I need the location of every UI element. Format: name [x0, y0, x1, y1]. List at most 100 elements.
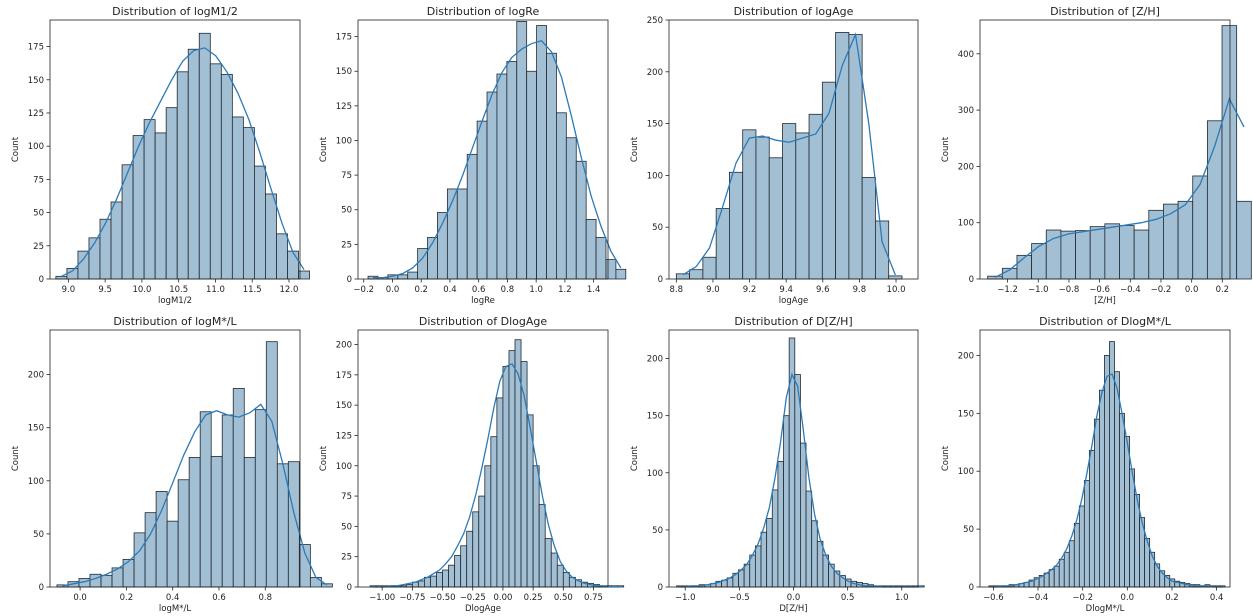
kde-curve	[994, 97, 1245, 278]
x-tick-label: 9.0	[706, 285, 720, 295]
histogram-bar	[1053, 565, 1060, 588]
histogram-bar	[766, 518, 773, 588]
x-axis-label: [Z/H]	[1094, 296, 1116, 306]
y-tick-label: 75	[33, 175, 44, 185]
histogram-bar	[502, 365, 510, 588]
histogram-bar	[811, 520, 818, 588]
histogram-bar	[783, 415, 790, 588]
x-tick-label: −0.2	[353, 285, 374, 295]
x-tick-label: 0.0	[1185, 285, 1199, 295]
axes-frame	[357, 329, 609, 588]
histogram-bar	[476, 120, 488, 280]
y-tick-label: 200	[958, 162, 974, 172]
histogram-bar	[77, 250, 90, 280]
histogram-bar	[1236, 200, 1252, 280]
y-axis-label: Count	[319, 445, 329, 471]
histogram-panel-8: −0.6 −0.4 −0.2 0.0 0.2 0.4 0 50 100 150 200 Distrib…	[941, 315, 1231, 614]
y-tick-label: 50	[963, 525, 974, 535]
histogram-bar	[209, 63, 222, 280]
x-tick-label: −0.4	[1028, 593, 1049, 603]
x-axis-label: logM*/L	[159, 604, 191, 614]
y-tick-label: 25	[341, 240, 352, 250]
kde-curve	[61, 47, 305, 277]
y-tick-label: 0	[39, 275, 44, 285]
x-tick-label: 0.8	[501, 285, 515, 295]
histogram-bar	[1088, 449, 1095, 588]
histogram-bar	[1073, 522, 1080, 588]
histogram-bar	[466, 530, 474, 588]
y-tick-label: 100	[647, 171, 663, 181]
histogram-bar	[265, 341, 278, 588]
histogram-bar	[1078, 505, 1085, 588]
histogram-bar	[816, 540, 824, 588]
histogram-bar	[254, 409, 267, 588]
histogram-bar	[771, 489, 779, 588]
x-tick-label: −0.6	[983, 593, 1004, 603]
chart-title: Distribution of DlogAge	[419, 315, 548, 328]
x-tick-label: −0.75	[399, 593, 425, 603]
histogram-bar	[777, 460, 784, 588]
histogram-bar	[407, 271, 419, 280]
y-tick-label: 200	[336, 341, 352, 351]
histogram-bar	[100, 574, 113, 588]
histogram-bar	[888, 275, 903, 280]
histogram-bar	[755, 136, 770, 280]
histogram-bar	[478, 495, 486, 588]
histogram-bar	[875, 220, 890, 280]
histogram-bar	[232, 388, 245, 588]
x-tick-label: 12.0	[280, 285, 299, 295]
histogram-bar	[486, 91, 498, 280]
y-tick-label: 75	[341, 171, 352, 181]
y-tick-label: 100	[28, 142, 44, 152]
histogram-bar	[154, 132, 167, 280]
kde-curve	[991, 373, 1223, 588]
y-tick-label: 100	[647, 469, 663, 479]
histogram-bar	[516, 20, 528, 280]
histogram-bar	[436, 572, 443, 588]
histogram-bar	[155, 491, 168, 588]
y-tick-label: 0	[969, 583, 974, 593]
y-tick-label: 50	[33, 530, 44, 540]
histogram-bar	[526, 70, 537, 280]
histogram-bar	[848, 34, 863, 280]
histogram-bar	[743, 563, 751, 588]
histogram-bar	[1031, 243, 1047, 280]
y-tick-label: 125	[28, 109, 44, 119]
y-tick-label: 150	[647, 412, 663, 422]
x-tick-label: 0.2	[414, 285, 428, 295]
histogram-bar	[110, 201, 123, 280]
histogram-bar	[782, 123, 797, 280]
histogram-bar	[484, 465, 492, 588]
y-axis-label: Count	[319, 136, 329, 162]
histogram-bar	[472, 511, 480, 588]
y-tick-label: 200	[647, 68, 663, 78]
y-tick-label: 250	[647, 16, 663, 26]
histogram-bar	[1043, 572, 1050, 588]
histogram-bar	[460, 545, 468, 588]
y-tick-label: 50	[652, 526, 663, 536]
y-tick-label: 175	[336, 371, 352, 381]
histogram-bar	[1119, 412, 1125, 588]
x-tick-label: −0.50	[430, 593, 456, 603]
histogram-bar	[1068, 540, 1075, 588]
x-axis-label: logAge	[779, 296, 808, 306]
x-tick-label: 0.2	[1165, 593, 1179, 603]
histogram-bar	[585, 219, 597, 280]
y-tick-label: 0	[39, 583, 44, 593]
histogram-bar	[562, 572, 570, 588]
histogram-bar	[298, 270, 310, 280]
x-tick-label: 1.2	[558, 285, 572, 295]
histogram-bar	[417, 580, 425, 588]
histogram-bar	[1099, 389, 1105, 588]
y-tick-label: 175	[28, 43, 44, 53]
histogram-bar	[221, 414, 234, 588]
histogram-bar	[514, 339, 522, 588]
histogram-bar	[1016, 254, 1033, 280]
histogram-bar	[187, 48, 200, 280]
x-tick-label: 0.75	[584, 593, 603, 603]
histogram-bar	[188, 457, 201, 588]
x-axis-label: DlogAge	[465, 604, 501, 614]
x-tick-label: −0.25	[460, 593, 486, 603]
histogram-bar	[550, 552, 558, 588]
axes-frame	[979, 19, 1231, 280]
